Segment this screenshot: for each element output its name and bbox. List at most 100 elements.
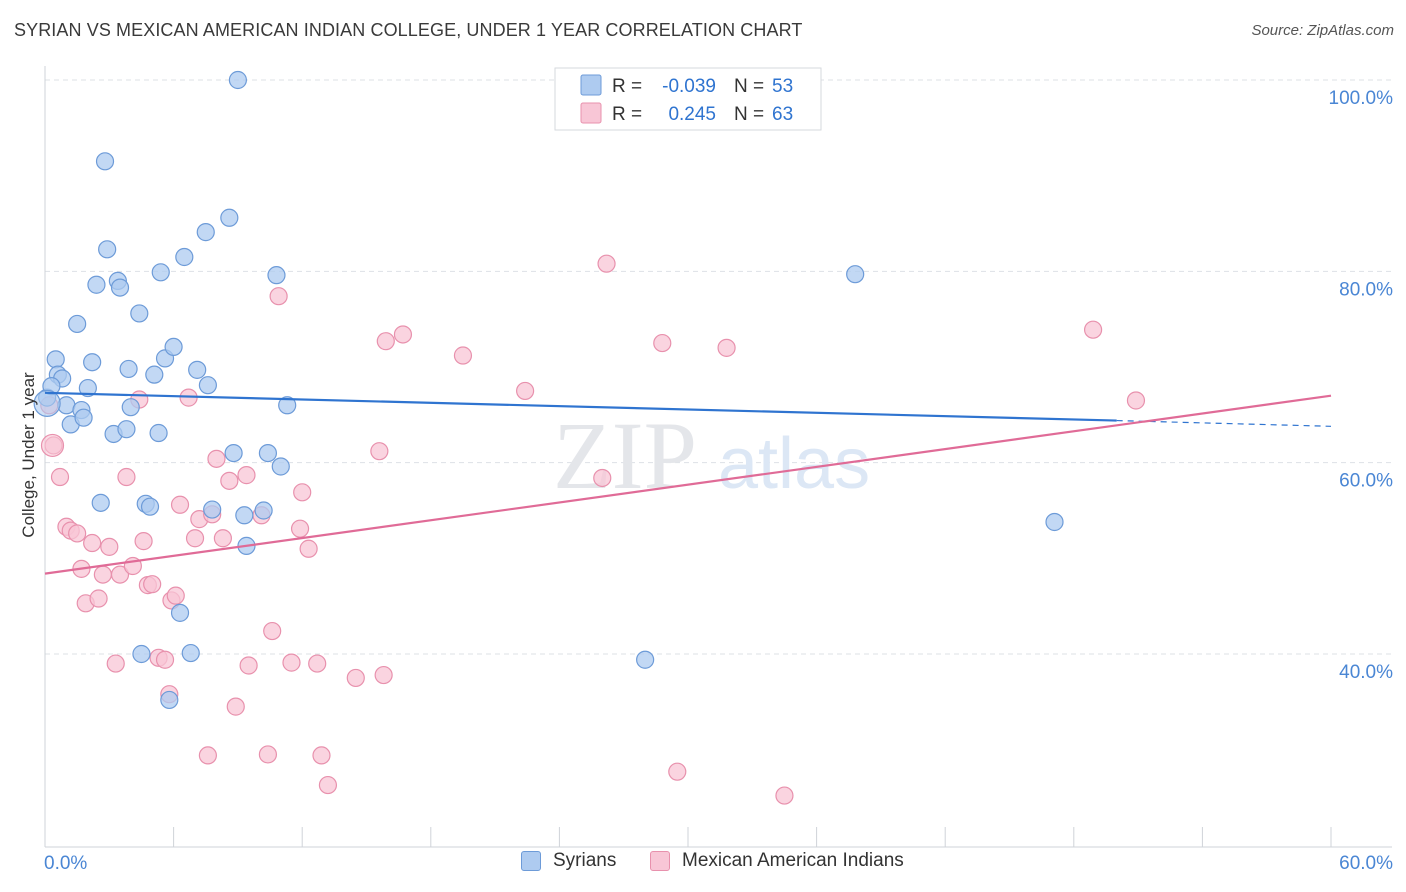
point-mexican xyxy=(198,746,217,765)
point-mexican xyxy=(653,333,672,353)
point-syrians xyxy=(846,265,865,284)
point-mexican xyxy=(312,746,331,765)
point-mexican xyxy=(717,338,736,357)
y-tick-label: 80.0% xyxy=(1339,279,1393,300)
stats-n-label-syrians: N = xyxy=(734,76,764,97)
point-syrians xyxy=(140,497,160,516)
point-mexican xyxy=(516,381,535,401)
point-syrians xyxy=(33,389,61,417)
point-syrians xyxy=(254,501,273,520)
point-mexican xyxy=(170,495,190,514)
point-syrians xyxy=(95,152,115,171)
legend-item-syrians: Syrians xyxy=(521,850,616,872)
legend-swatch-mexican xyxy=(650,851,670,871)
watermark-atlas: atlas xyxy=(718,424,870,504)
point-mexican xyxy=(282,653,301,672)
point-syrians xyxy=(74,408,93,427)
point-mexican xyxy=(1126,391,1146,410)
stats-n-label-mexican: N = xyxy=(734,104,764,125)
x-tick-label-max: 60.0% xyxy=(1339,853,1393,874)
watermark: ZIP atlas xyxy=(553,402,870,509)
stats-r-value-syrians: -0.039 xyxy=(662,76,716,97)
stats-swatch-mexican xyxy=(580,102,602,124)
point-mexican xyxy=(299,539,318,558)
point-mexican xyxy=(258,745,278,764)
point-mexican xyxy=(213,529,232,548)
point-mexican xyxy=(100,537,119,556)
point-mexican xyxy=(293,483,312,502)
series-legend: Syrians Mexican American Indians xyxy=(0,850,1406,880)
watermark-zip: ZIP xyxy=(553,402,697,509)
chart-title: SYRIAN VS MEXICAN AMERICAN INDIAN COLLEG… xyxy=(14,20,803,40)
point-syrians xyxy=(228,70,247,90)
point-syrians xyxy=(151,263,170,282)
legend-swatch-syrians xyxy=(521,851,541,871)
stats-r-label-mexican: R = xyxy=(612,104,642,125)
point-syrians xyxy=(181,643,200,663)
point-syrians xyxy=(203,500,222,519)
point-mexican xyxy=(166,586,185,605)
point-syrians xyxy=(198,376,217,395)
point-mexican xyxy=(593,468,612,488)
point-syrians xyxy=(78,378,97,398)
y-tick-label: 40.0% xyxy=(1339,662,1393,683)
axis-labels: 40.0% 60.0% 80.0% 100.0% 0.0% 60.0% xyxy=(44,88,1393,874)
data-points xyxy=(33,70,1146,805)
point-syrians xyxy=(119,359,138,379)
point-mexican xyxy=(237,466,256,485)
point-syrians xyxy=(220,208,239,227)
point-mexican xyxy=(110,565,130,584)
point-syrians xyxy=(68,314,87,334)
point-mexican xyxy=(308,654,327,673)
trend-line-syrians xyxy=(44,391,1117,422)
point-syrians xyxy=(164,337,183,357)
point-mexican xyxy=(68,524,87,543)
stats-n-value-syrians: 53 xyxy=(772,76,793,97)
point-mexican xyxy=(290,519,310,538)
point-syrians xyxy=(188,360,207,379)
point-syrians xyxy=(145,365,164,384)
point-syrians xyxy=(160,690,179,710)
legend-item-mexican: Mexican American Indians xyxy=(650,850,904,872)
stats-r-value-mexican: 0.245 xyxy=(668,104,716,125)
point-syrians xyxy=(130,304,149,323)
source-credit: Source: ZipAtlas.com xyxy=(1251,22,1394,39)
point-mexican xyxy=(376,332,395,351)
point-mexican xyxy=(453,346,473,365)
point-mexican xyxy=(269,287,288,306)
point-syrians xyxy=(117,420,136,439)
point-syrians xyxy=(170,603,190,622)
point-mexican xyxy=(263,621,282,641)
point-mexican xyxy=(89,589,108,608)
y-tick-label: 60.0% xyxy=(1339,471,1393,492)
point-syrians xyxy=(98,240,117,259)
point-mexican xyxy=(1083,320,1103,339)
point-mexican xyxy=(134,532,153,551)
stats-r-label-syrians: R = xyxy=(612,76,642,97)
point-mexican xyxy=(346,668,365,688)
point-syrians xyxy=(258,444,278,463)
point-syrians xyxy=(235,506,254,525)
trend-line-mexican xyxy=(44,394,1332,575)
point-syrians xyxy=(121,398,140,417)
point-mexican xyxy=(143,575,162,594)
point-syrians xyxy=(83,353,102,372)
point-mexican xyxy=(597,254,616,273)
legend-label-mexican: Mexican American Indians xyxy=(682,850,904,871)
point-syrians xyxy=(224,444,243,463)
point-mexican xyxy=(775,786,794,805)
trend-lines xyxy=(44,391,1332,575)
point-mexican xyxy=(155,650,175,669)
point-syrians xyxy=(636,650,655,669)
point-mexican xyxy=(83,533,102,553)
point-syrians xyxy=(46,350,65,369)
y-axis-label: College, Under 1 year xyxy=(19,372,38,538)
point-syrians xyxy=(1045,512,1064,532)
point-syrians xyxy=(149,423,168,443)
point-syrians xyxy=(267,266,286,285)
point-mexican xyxy=(93,565,112,584)
point-mexican xyxy=(318,775,338,795)
point-mexican xyxy=(207,449,226,468)
point-syrians xyxy=(271,457,290,476)
